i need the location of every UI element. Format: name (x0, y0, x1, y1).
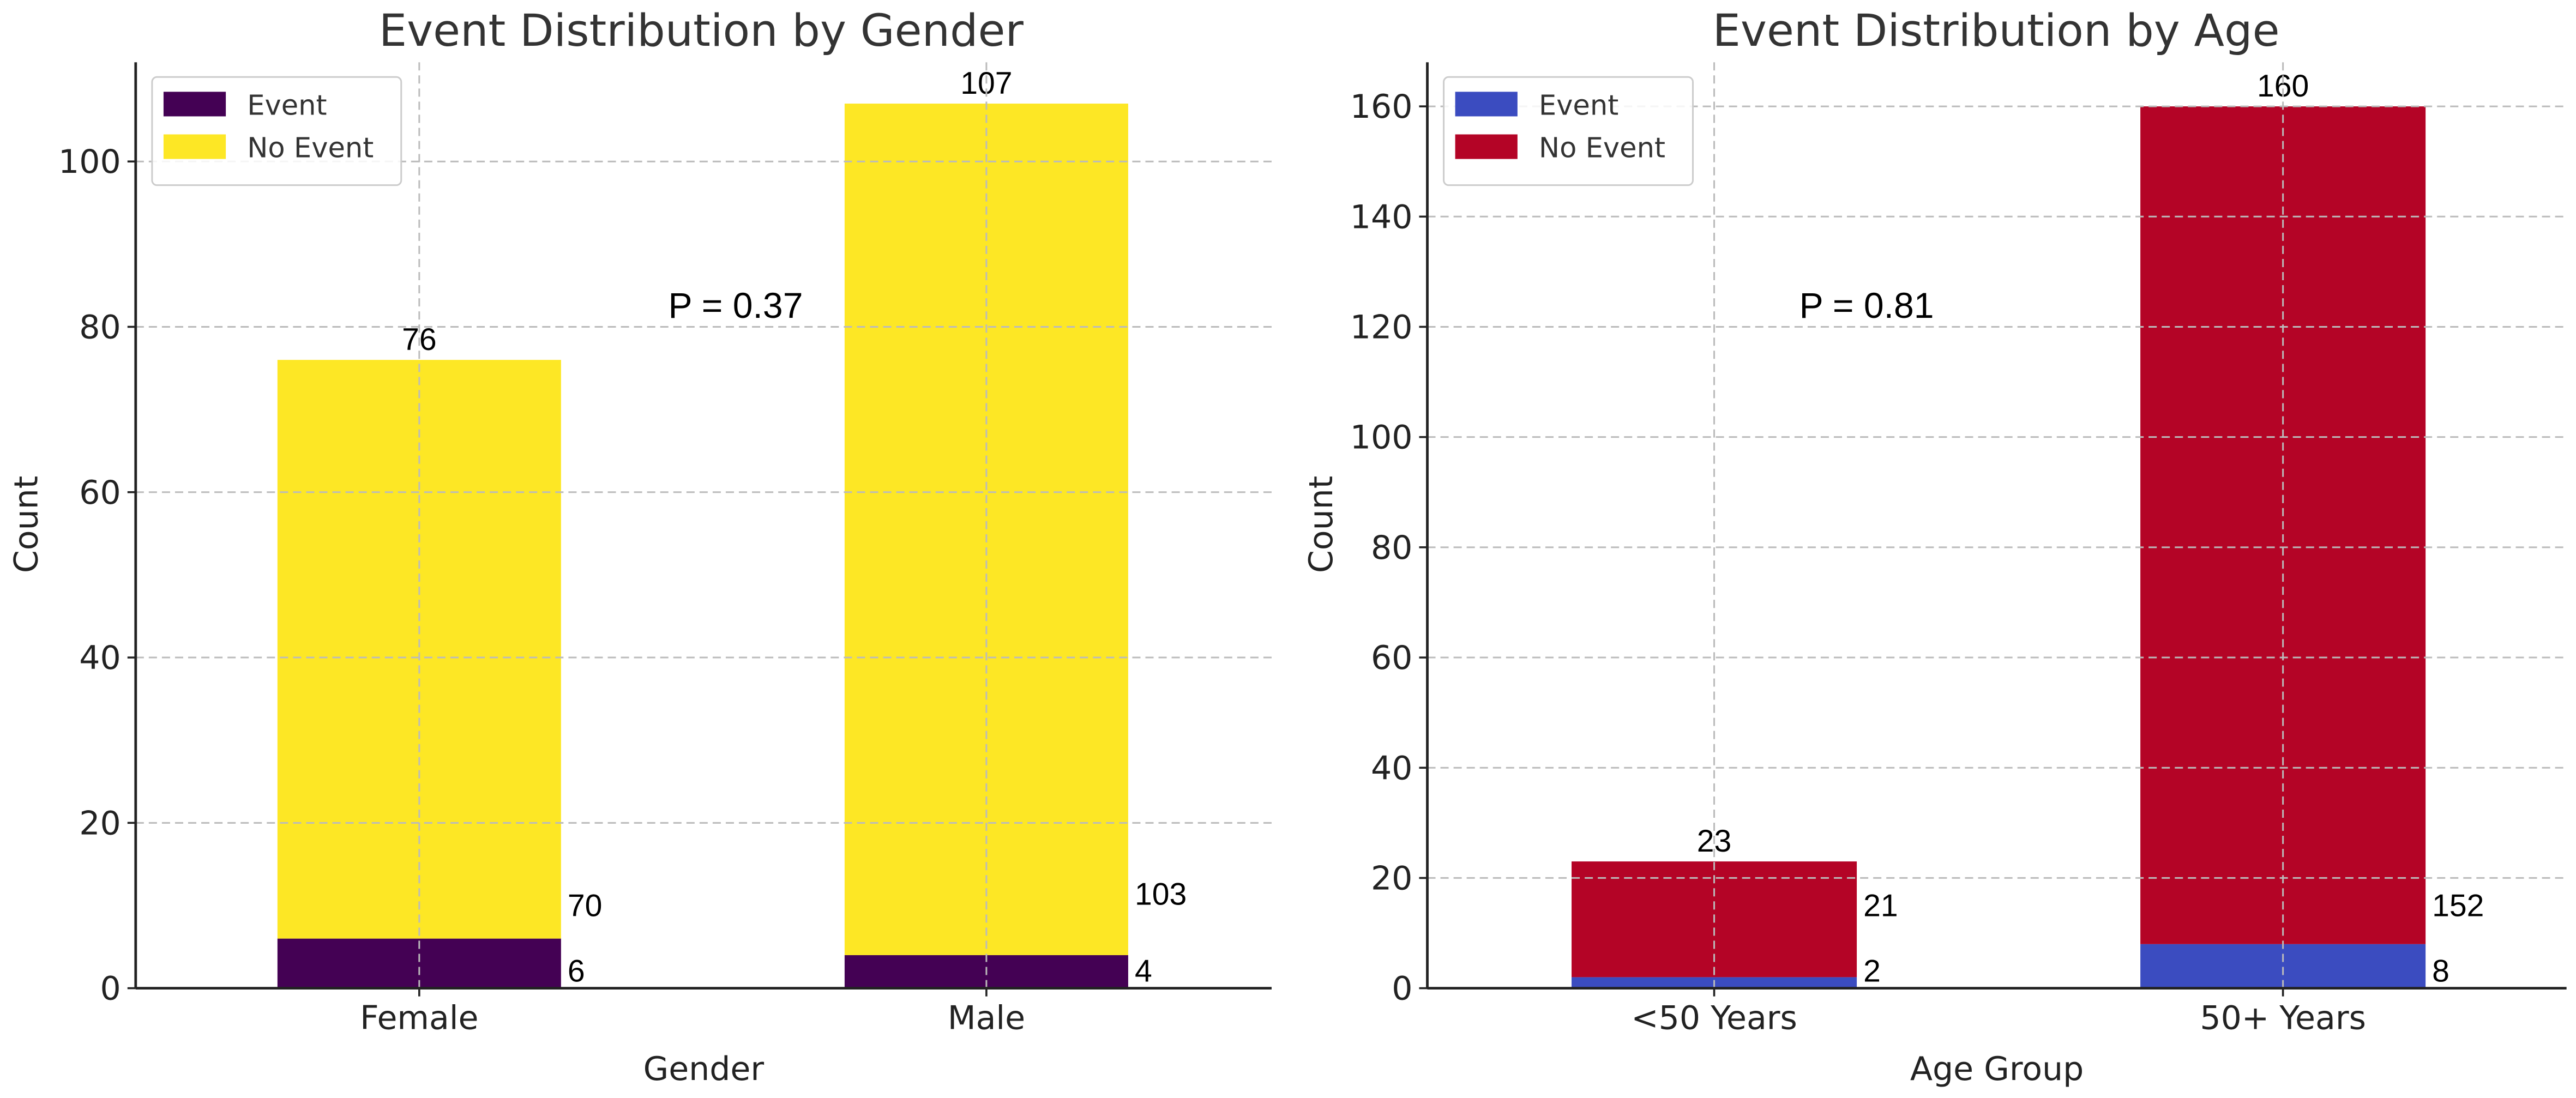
legend-swatch (163, 134, 226, 159)
total-label: 160 (2257, 69, 2309, 104)
legend-swatch (1455, 92, 1518, 117)
segment-label-event: 8 (2432, 954, 2449, 989)
segment-label-no-event: 152 (2432, 888, 2484, 923)
y-tick-label: 40 (1371, 749, 1412, 787)
y-tick-label: 120 (1350, 309, 1413, 347)
chart-title: Event Distribution by Gender (379, 5, 1024, 57)
p-value-annotation: P = 0.37 (669, 286, 803, 326)
y-tick-label: 0 (1392, 970, 1412, 1008)
y-tick-label: 0 (100, 970, 121, 1008)
legend-swatch (163, 92, 226, 117)
x-tick-label: 50+ Years (2200, 999, 2366, 1037)
chart-panel-0: Event Distribution by Gender67076Female4… (7, 5, 1272, 1088)
segment-label-event: 4 (1135, 954, 1152, 989)
legend-swatch (1455, 134, 1518, 159)
y-tick-label: 60 (79, 474, 121, 512)
legend-label: Event (1539, 89, 1618, 122)
p-value-annotation: P = 0.81 (1799, 286, 1934, 326)
x-axis-label: Gender (643, 1050, 765, 1088)
y-tick-label: 60 (1371, 639, 1412, 677)
x-axis-label: Age Group (1910, 1050, 2084, 1088)
y-tick-label: 80 (1371, 529, 1412, 567)
segment-label-no-event: 103 (1135, 877, 1187, 912)
x-tick-label: Female (360, 999, 478, 1037)
y-axis-label: Count (7, 476, 45, 574)
y-tick-label: 100 (1350, 419, 1413, 457)
y-tick-label: 80 (79, 309, 121, 347)
chart-title: Event Distribution by Age (1713, 5, 2280, 57)
x-tick-label: <50 Years (1631, 999, 1797, 1037)
legend-label: No Event (1539, 132, 1665, 165)
legend-label: No Event (247, 132, 374, 165)
y-tick-label: 100 (58, 143, 121, 181)
segment-label-event: 6 (568, 954, 585, 989)
y-axis-label: Count (1302, 476, 1340, 574)
y-tick-label: 160 (1350, 88, 1413, 126)
y-tick-label: 20 (79, 804, 121, 842)
segment-label-event: 2 (1863, 954, 1881, 989)
y-tick-label: 20 (1371, 859, 1412, 897)
segment-label-no-event: 21 (1863, 888, 1898, 923)
legend: Event No Event (1443, 76, 1694, 186)
legend: Event No Event (151, 76, 402, 186)
legend-label: Event (247, 89, 327, 122)
y-tick-label: 140 (1350, 198, 1413, 236)
y-tick-label: 40 (79, 639, 121, 677)
segment-label-no-event: 70 (568, 888, 603, 923)
x-tick-label: Male (948, 999, 1025, 1037)
